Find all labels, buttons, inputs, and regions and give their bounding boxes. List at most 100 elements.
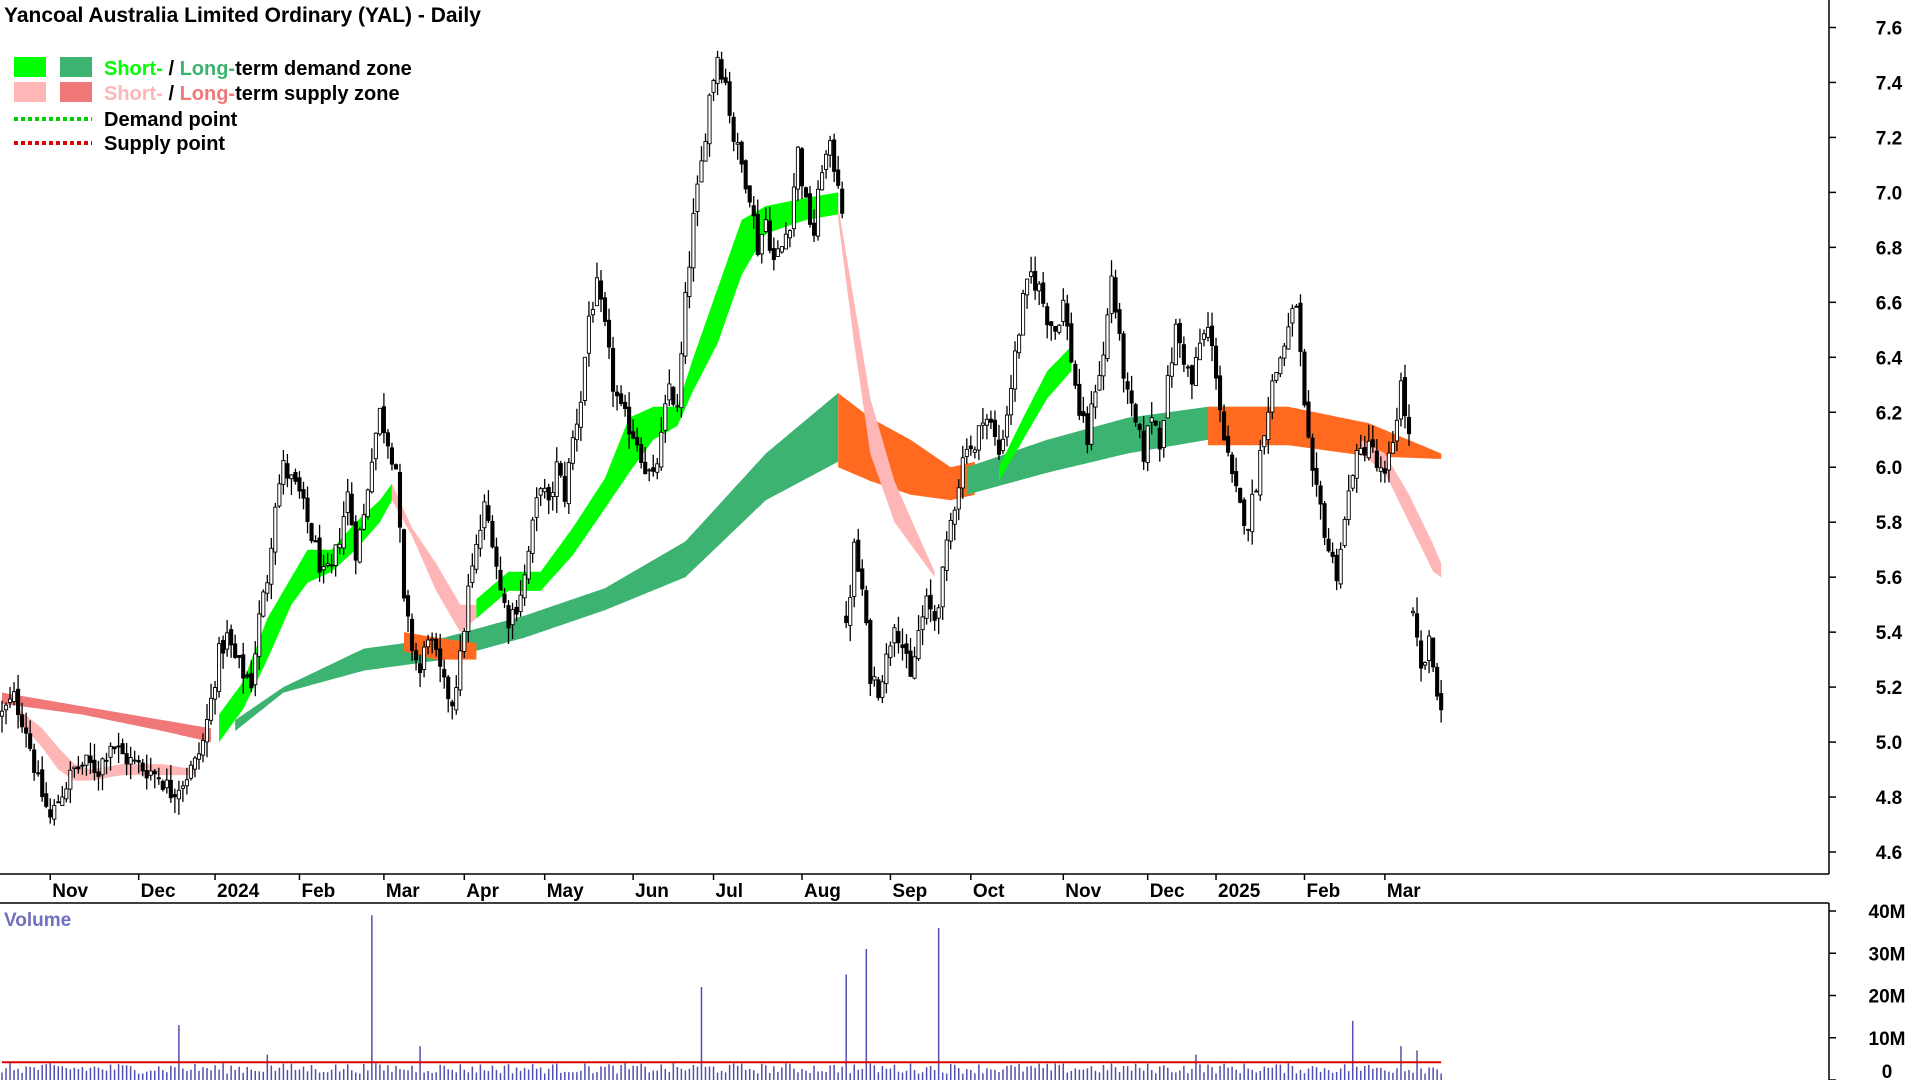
candle-body — [615, 391, 620, 397]
volume-tick-label: 0 — [1882, 1062, 1893, 1080]
candle-body — [663, 403, 668, 431]
candle-body — [237, 654, 242, 658]
x-tick-label: Feb — [301, 881, 335, 902]
candle-body — [1278, 357, 1283, 375]
candle-body — [574, 423, 579, 441]
candle-body — [739, 141, 744, 165]
candle-body — [80, 764, 85, 767]
x-axis: Nov Dec 2024 Feb Mar Apr May Jun Jul Aug Sep Oct Nov… — [0, 873, 1829, 902]
candle-body — [265, 582, 270, 594]
legend-long-demand-swatch — [60, 57, 92, 77]
candle-body — [703, 141, 708, 162]
candle-body — [192, 757, 198, 770]
volume-tick-label: 30M — [1869, 944, 1906, 965]
candle-body — [526, 550, 531, 580]
candle-body — [1105, 314, 1110, 359]
legend: Short- / Long-term demand zone Short- / … — [14, 57, 412, 155]
volume-panel: Volume 0 10M 20M 30M 40M — [0, 902, 1905, 1080]
price-axis: 4.6 4.8 5.0 5.2 5.4 5.6 5.8 6.0 6.2 6.4 6.6 6.8 7.0 7… — [1828, 0, 1903, 874]
candle-body — [7, 698, 13, 703]
candle-body — [518, 594, 523, 613]
candle-body — [365, 489, 370, 518]
candle-body — [1435, 666, 1440, 697]
candle-body — [1213, 345, 1219, 379]
candle-body — [357, 529, 362, 563]
candle-body — [200, 739, 206, 756]
legend-supply-zone: Short- / Long-term supply zone — [104, 83, 400, 105]
candle-body — [426, 639, 431, 648]
candle-body — [743, 160, 748, 190]
candle-body — [980, 422, 985, 426]
candle-body — [602, 297, 608, 322]
candle-body — [1197, 342, 1203, 361]
candle-body — [36, 772, 41, 775]
candle-body — [695, 183, 700, 212]
candle-body — [840, 188, 845, 214]
candle-body — [1354, 450, 1359, 479]
candle-body — [932, 611, 937, 621]
candle-body — [1129, 390, 1134, 404]
candle-body — [1334, 554, 1339, 582]
candle-body — [610, 347, 616, 392]
candle-body — [32, 749, 37, 773]
candle-body — [779, 246, 784, 253]
candle-body — [731, 116, 736, 142]
candle-body — [422, 646, 427, 670]
candle-body — [269, 547, 274, 585]
candle-body — [0, 710, 5, 717]
candle-body — [751, 205, 756, 217]
candle-body — [755, 213, 760, 256]
candle-body — [1370, 439, 1375, 448]
candle-body — [249, 673, 254, 689]
candle-body — [156, 777, 161, 780]
candle-body — [1294, 305, 1299, 308]
candle-body — [856, 539, 861, 572]
candle-body — [1406, 416, 1412, 435]
x-tick-label: Sep — [892, 881, 927, 902]
price-tick-label: 4.6 — [1876, 843, 1902, 864]
candle-body — [196, 753, 202, 760]
candle-body — [803, 187, 809, 198]
candle-body — [1021, 293, 1026, 336]
candle-body — [872, 676, 877, 681]
candle-body — [148, 770, 153, 776]
candle-body — [261, 591, 266, 617]
candle-body — [1423, 662, 1428, 666]
candle-body — [807, 193, 813, 225]
candle-body — [996, 439, 1002, 455]
candle-body — [510, 609, 515, 626]
candle-body — [498, 569, 503, 591]
candle-body — [112, 746, 117, 750]
candle-body — [1258, 449, 1263, 496]
candle-body — [1386, 452, 1391, 471]
x-tick-label: Mar — [386, 881, 420, 902]
candle-body — [486, 505, 491, 521]
candle-body — [373, 432, 378, 460]
candle-body — [687, 266, 692, 297]
candle-body — [763, 219, 768, 232]
candle-body — [586, 315, 591, 354]
candle-body — [683, 292, 688, 357]
candle-body — [44, 793, 49, 807]
candle-body — [1025, 278, 1030, 296]
candle-body — [1242, 499, 1247, 526]
candle-body — [144, 770, 149, 779]
candle-body — [691, 212, 696, 269]
candle-body — [64, 788, 69, 800]
candle-body — [100, 758, 105, 776]
candle-body — [345, 491, 350, 514]
candle-body — [1246, 528, 1251, 531]
candle-body — [1189, 365, 1194, 385]
candle-body — [1439, 693, 1444, 711]
candle-body — [643, 461, 648, 475]
candle-body — [1081, 411, 1086, 417]
price-tick-label: 7.0 — [1876, 183, 1902, 204]
zone-band-short_demand_1 — [219, 483, 392, 743]
zone-band-short_supply_early — [18, 709, 195, 781]
candle-body — [1061, 299, 1066, 322]
volume-tick-label: 10M — [1869, 1029, 1906, 1050]
candle-body — [221, 639, 226, 654]
candle-body — [1069, 323, 1074, 363]
candle-body — [1254, 490, 1259, 493]
